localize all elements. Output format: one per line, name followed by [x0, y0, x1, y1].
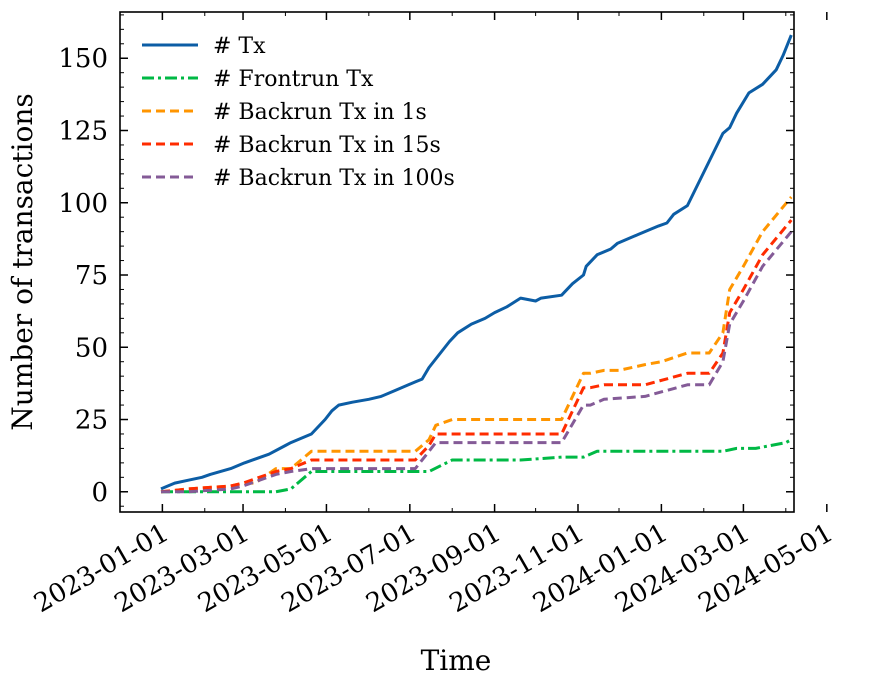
series-line-3 — [160, 219, 793, 494]
series-line-4 — [161, 230, 793, 494]
legend-label-1: # Frontrun Tx — [213, 67, 374, 92]
plot-area — [160, 34, 793, 494]
series-line-0 — [160, 34, 793, 491]
y-axis: 0 25 50 75 100 125 150 — [58, 14, 794, 508]
plot-frame — [119, 11, 795, 513]
y-tick-label: 50 — [75, 333, 108, 363]
legend-label-0: # Tx — [213, 34, 266, 59]
y-tick-label: 125 — [58, 116, 108, 146]
legend: # Tx # Frontrun Tx # Backrun Tx in 1s # Bac… — [142, 34, 455, 191]
y-axis-label: Number of transactions — [6, 93, 39, 431]
legend-label-4: # Backrun Tx in 100s — [213, 166, 455, 191]
legend-label-3: # Backrun Tx in 15s — [213, 133, 441, 158]
series-line-2 — [160, 196, 793, 494]
legend-label-2: # Backrun Tx in 1s — [213, 100, 427, 125]
y-tick-label: 100 — [58, 189, 108, 219]
y-tick-label: 25 — [75, 406, 108, 436]
y-tick-label: 75 — [75, 261, 108, 291]
series-line-1 — [161, 438, 792, 494]
y-tick-label: 0 — [91, 478, 108, 508]
x-axis-label: Time — [421, 644, 492, 677]
y-tick-label: 150 — [58, 44, 108, 74]
